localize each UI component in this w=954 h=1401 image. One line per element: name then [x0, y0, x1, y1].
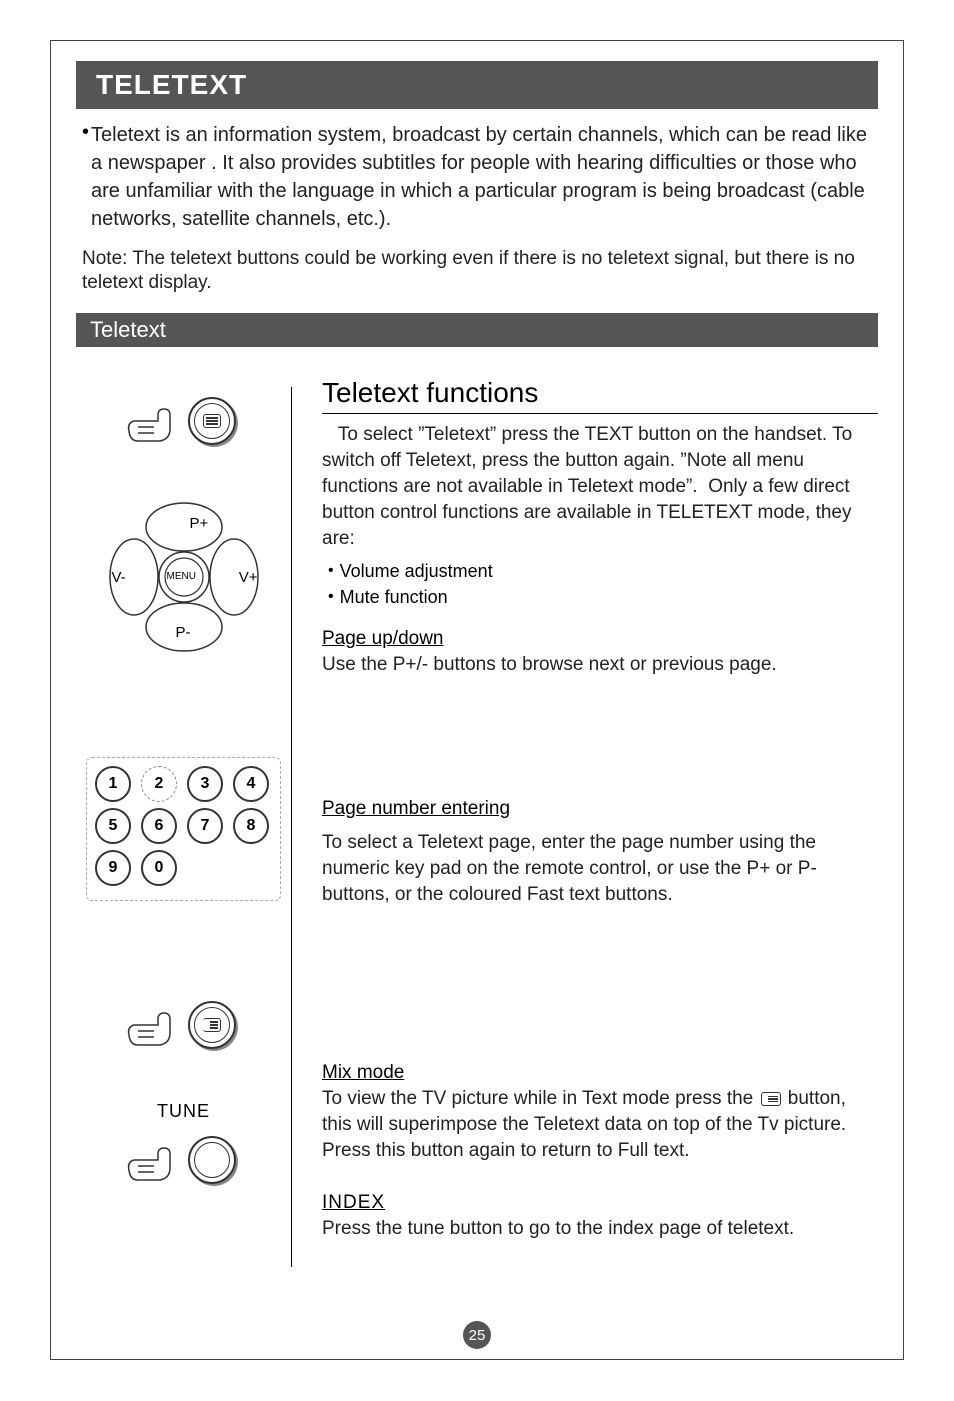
bullet-mute: Mute function	[340, 584, 448, 610]
bullet-volume: Volume adjustment	[340, 558, 493, 584]
pointing-hand-icon	[124, 1140, 194, 1190]
index-body: Press the tune button to go to the index…	[322, 1216, 878, 1242]
dpad-center-label: MENU	[167, 571, 196, 582]
tune-button-diagram: TUNE	[76, 1101, 291, 1196]
key-6: 6	[141, 808, 177, 844]
pointing-hand-icon	[124, 401, 194, 451]
page-updown-body: Use the P+/- buttons to browse next or p…	[322, 652, 878, 678]
intro-block: • Teletext is an information system, bro…	[76, 121, 878, 233]
page-title-bar: TELETEXT	[76, 61, 878, 109]
page-frame: TELETEXT • Teletext is an information sy…	[50, 40, 904, 1360]
key-3: 3	[187, 766, 223, 802]
mix-icon	[761, 1092, 781, 1106]
section-heading: Teletext	[76, 313, 878, 347]
dpad-left-label: V-	[112, 569, 126, 586]
bullet-icon: •	[328, 584, 334, 610]
pointing-hand-icon	[124, 1005, 194, 1055]
page-number-badge: 25	[463, 1321, 491, 1349]
functions-bullet-list: • Volume adjustment • Mute function	[328, 558, 878, 610]
key-5: 5	[95, 808, 131, 844]
key-4: 4	[233, 766, 269, 802]
key-7: 7	[187, 808, 223, 844]
page-number-heading: Page number entering	[322, 798, 878, 820]
mix-button-diagram	[76, 991, 291, 1061]
dpad-up-label: P+	[190, 515, 209, 532]
note-text: Note: The teletext buttons could be work…	[76, 247, 878, 295]
tune-label: TUNE	[76, 1101, 291, 1122]
mix-body-pre: To view the TV picture while in Text mod…	[322, 1088, 759, 1109]
functions-intro: To select ”Teletext” press the TEXT butt…	[322, 422, 878, 552]
bullet-icon: •	[82, 121, 89, 143]
bullet-icon: •	[328, 558, 334, 584]
dpad-right-label: V+	[239, 569, 258, 586]
text-button-diagram	[76, 387, 291, 457]
key-0: 0	[141, 850, 177, 886]
right-column: Teletext functions To select ”Teletext” …	[292, 357, 878, 1267]
text-button-icon	[188, 397, 236, 445]
page-number-body: To select a Teletext page, enter the pag…	[322, 830, 878, 908]
numeric-keypad-diagram: 1 2 3 4 5 6 7 8 9 0	[86, 757, 281, 901]
intro-text: Teletext is an information system, broad…	[91, 121, 878, 233]
dpad-diagram: P+ P- V- V+ MENU	[104, 497, 264, 657]
key-1: 1	[95, 766, 131, 802]
content-columns: P+ P- V- V+ MENU 1 2 3 4 5 6 7 8	[76, 357, 878, 1267]
page-updown-heading: Page up/down	[322, 628, 878, 650]
tune-button-icon	[188, 1136, 236, 1184]
index-heading: INDEX	[322, 1192, 878, 1214]
key-9: 9	[95, 850, 131, 886]
key-2: 2	[141, 766, 177, 802]
left-column: P+ P- V- V+ MENU 1 2 3 4 5 6 7 8	[76, 357, 291, 1267]
functions-heading: Teletext functions	[322, 377, 878, 414]
mix-mode-heading: Mix mode	[322, 1062, 878, 1084]
dpad-down-label: P-	[176, 624, 191, 641]
mix-mode-body: To view the TV picture while in Text mod…	[322, 1086, 878, 1164]
key-8: 8	[233, 808, 269, 844]
mix-button-icon	[188, 1001, 236, 1049]
